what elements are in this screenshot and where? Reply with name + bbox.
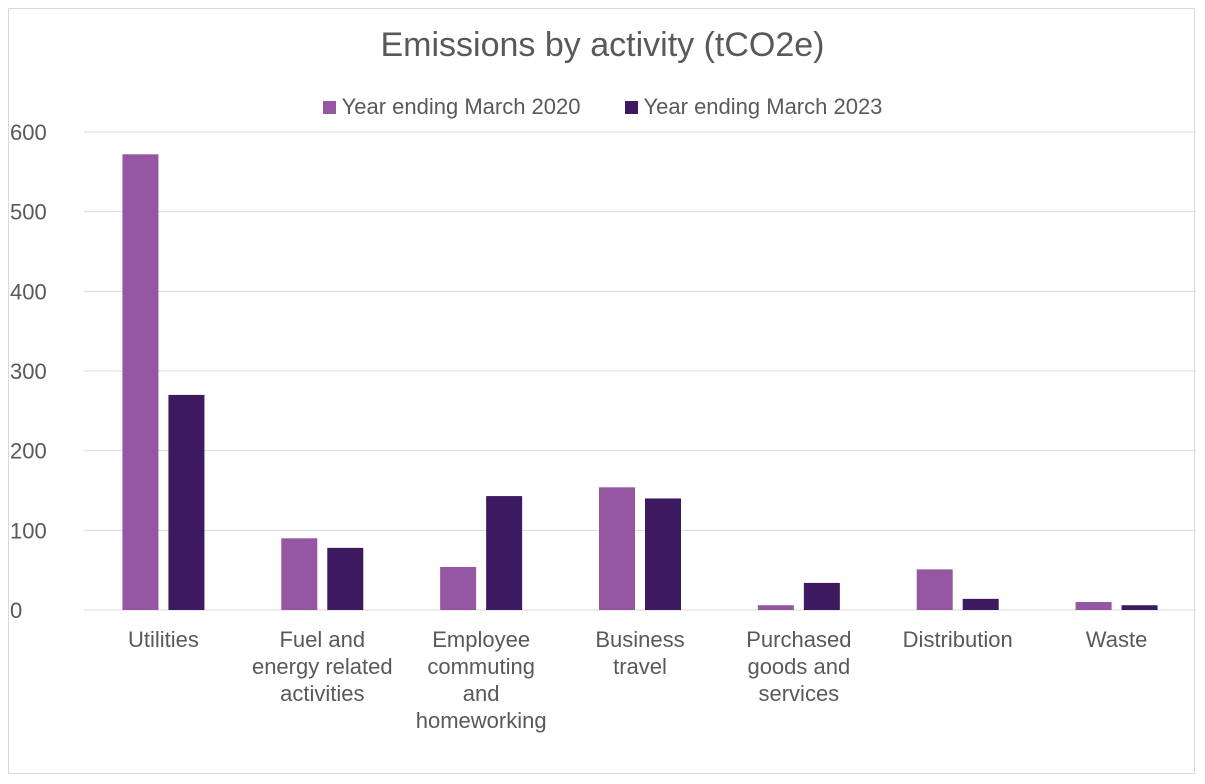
x-category-label-line: services <box>758 681 840 706</box>
x-category-label: Fuel and energy related activities <box>247 626 397 707</box>
bar-series-1-category-3 <box>440 566 477 610</box>
y-tick-label: 300 <box>10 359 47 384</box>
bar-series-2-category-5 <box>803 582 840 610</box>
x-category-label-line: and <box>462 681 500 706</box>
y-tick-label: 400 <box>10 279 47 304</box>
x-category-label-line: activities <box>280 681 365 706</box>
x-category-label-line: Employee <box>432 627 531 652</box>
bar-series-1-category-2 <box>281 538 318 610</box>
bar-series-2-category-3 <box>486 496 523 610</box>
bar-series-1-category-4 <box>599 487 635 610</box>
legend-swatch-series-2 <box>624 100 638 114</box>
chart-title: Emissions by activity (tCO2e) <box>380 26 825 64</box>
legend-label-series-1: Year ending March 2020 <box>341 94 581 119</box>
bar-series-1-category-5 <box>757 605 794 610</box>
x-category-label-line: energy related <box>251 654 393 679</box>
legend-label-series-2: Year ending March 2023 <box>643 94 883 119</box>
x-category-label: Waste <box>1042 626 1192 653</box>
x-category-label: Distribution <box>883 626 1033 653</box>
y-tick-label: 100 <box>10 518 47 543</box>
legend-item-series-1: Year ending March 2020 <box>322 94 581 120</box>
x-category-label-line: Utilities <box>127 627 199 652</box>
y-tick-label: 0 <box>10 598 22 623</box>
x-category-label-line: Fuel and <box>279 627 366 652</box>
x-category-label-line: travel <box>613 654 667 679</box>
x-category-label-line: Waste <box>1085 627 1148 652</box>
legend: Year ending March 2020 Year ending March… <box>0 94 1205 120</box>
x-category-label-line: Business <box>595 627 685 652</box>
x-category-label: Employee commuting and homeworking <box>406 626 556 734</box>
bar-series-2-category-7 <box>1121 605 1158 610</box>
x-category-label: Utilities <box>88 626 238 653</box>
bar-series-2-category-6 <box>962 598 999 610</box>
y-tick-label: 600 <box>10 120 47 145</box>
x-category-label-line: Distribution <box>902 627 1013 652</box>
bar-series-1-category-6 <box>916 569 953 610</box>
bar-series-1-category-1 <box>122 154 159 610</box>
x-category-label-line: Purchased <box>746 627 852 652</box>
x-category-label: Business travel <box>565 626 715 680</box>
x-category-label: Purchased goods and services <box>724 626 874 707</box>
bar-series-2-category-1 <box>168 394 205 610</box>
bar-series-2-category-4 <box>645 498 681 610</box>
bar-series-2-category-2 <box>327 547 364 610</box>
y-tick-label: 500 <box>10 200 47 225</box>
x-category-label-line: goods and <box>747 654 851 679</box>
y-tick-label: 200 <box>10 439 47 464</box>
x-category-label-line: commuting <box>427 654 535 679</box>
legend-swatch-series-1 <box>322 100 336 114</box>
legend-item-series-2: Year ending March 2023 <box>624 94 883 120</box>
x-category-label-line: homeworking <box>415 708 547 733</box>
bar-series-1-category-7 <box>1075 602 1112 610</box>
chart-frame <box>8 8 1195 774</box>
